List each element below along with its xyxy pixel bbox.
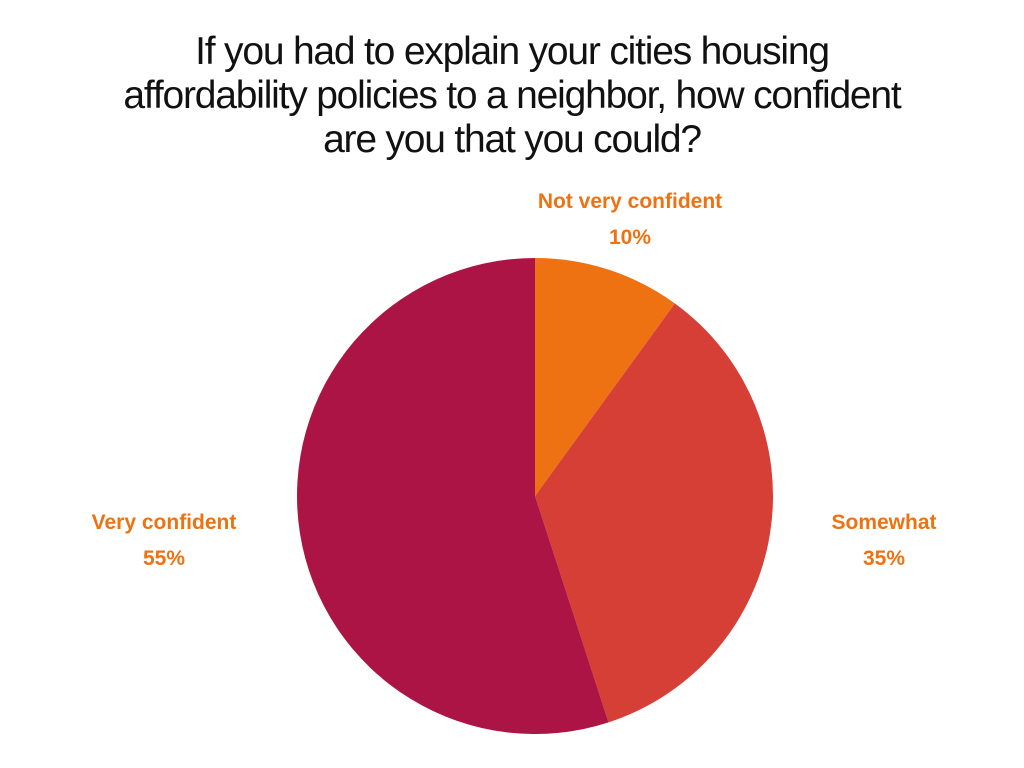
slice-label-very-confident: Very confident 55% [54, 505, 274, 577]
slice-label-name: Somewhat [831, 511, 937, 534]
chart-title-line-3: are you that you could? [323, 118, 702, 161]
slice-label-not-very-confident: Not very confident 10% [480, 184, 780, 256]
chart-title-line-2: affordability policies to a neighbor, ho… [123, 74, 901, 117]
slice-label-somewhat: Somewhat 35% [784, 505, 984, 577]
slice-label-value: 35% [862, 547, 906, 570]
pie-slice-not-very-confident [535, 258, 675, 496]
chart-title: If you had to explain your cities housin… [0, 30, 1024, 162]
pie-slice-very-confident [296, 258, 609, 734]
chart-title-line-1: If you had to explain your cities housin… [195, 30, 830, 73]
slice-label-name: Very confident [91, 511, 237, 534]
slice-label-name: Not very confident [537, 190, 723, 213]
slice-label-value: 55% [142, 547, 186, 570]
slice-label-value: 10% [608, 226, 652, 249]
pie-slice-somewhat [535, 303, 774, 723]
